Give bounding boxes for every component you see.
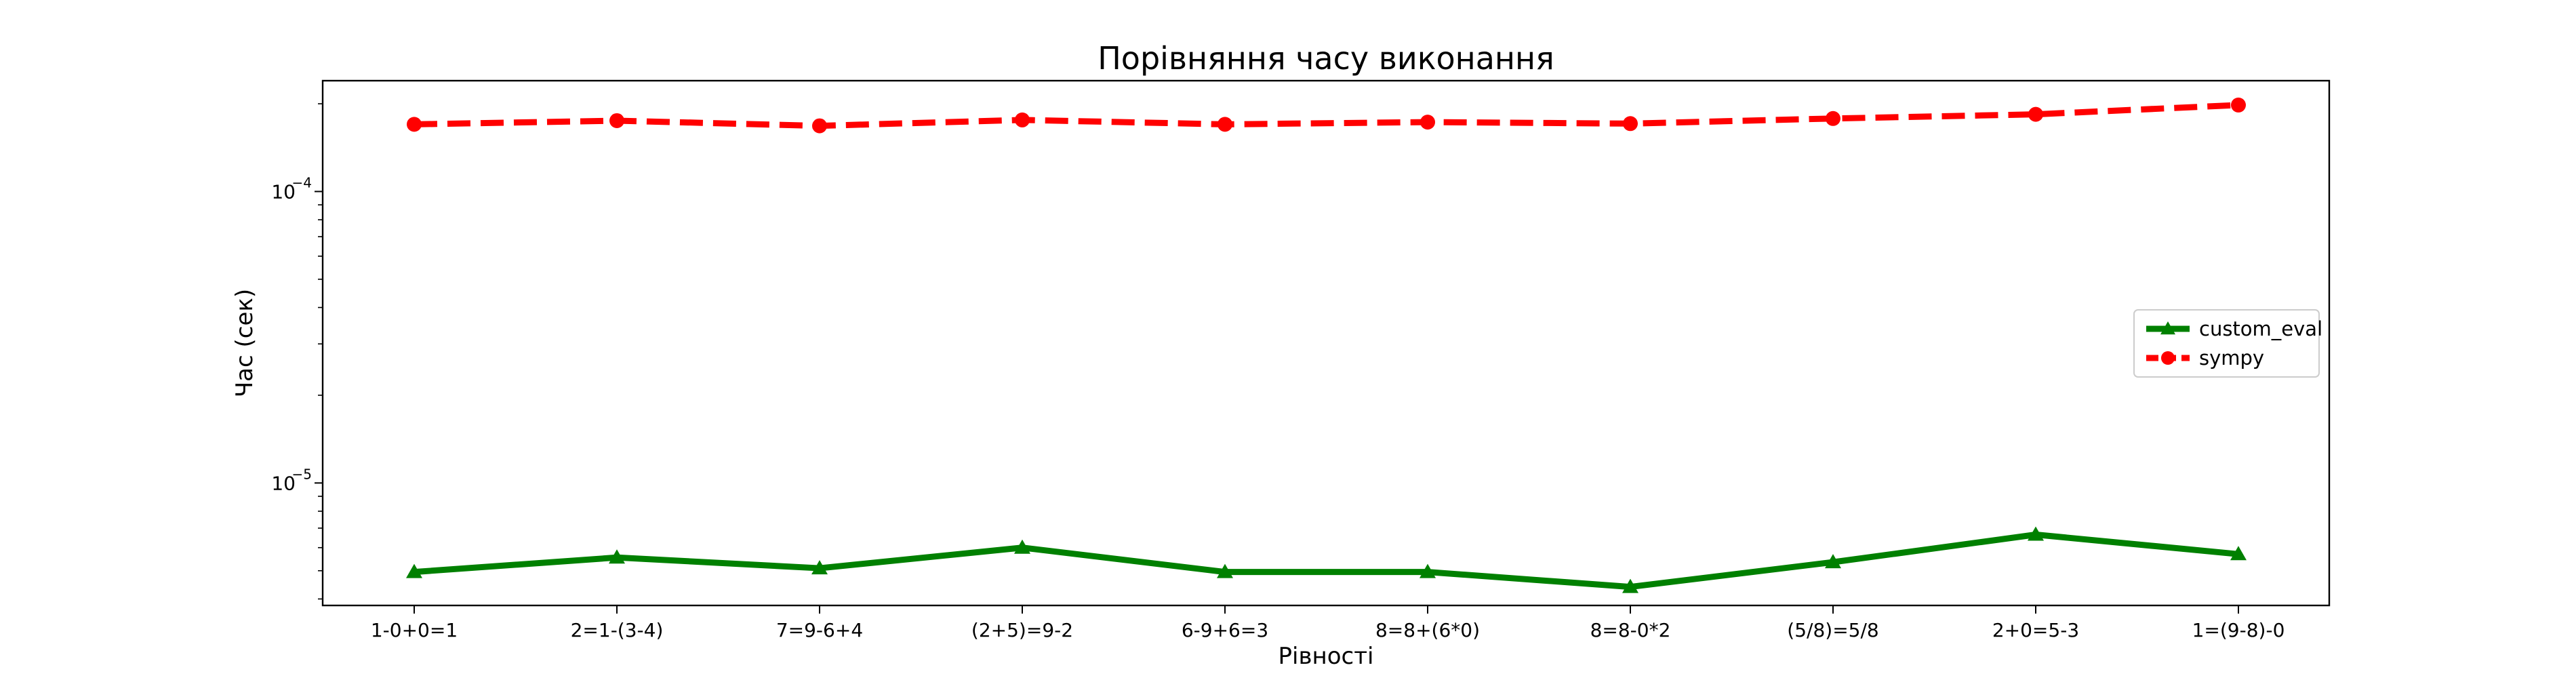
chart-title: Порівняння часу виконання xyxy=(1098,40,1554,77)
data-point-circle xyxy=(407,117,422,132)
y-axis: 10−410−5 xyxy=(271,103,323,600)
data-point-triangle xyxy=(1420,563,1436,578)
data-point-triangle xyxy=(1825,554,1841,569)
data-point-circle xyxy=(1217,117,1232,132)
y-tick-label-exponent: −4 xyxy=(292,174,312,191)
x-tick-label: 7=9-6+4 xyxy=(776,619,863,641)
legend-label: sympy xyxy=(2199,346,2264,370)
data-point-triangle xyxy=(609,549,625,564)
series-sympy xyxy=(407,97,2246,134)
x-tick-label: 2=1-(3-4) xyxy=(571,619,664,641)
y-tick-label: 10 xyxy=(271,472,296,494)
y-axis-label: Час (сек) xyxy=(231,289,258,397)
y-tick-label-exponent: −5 xyxy=(292,466,312,482)
x-tick-label: 1-0+0=1 xyxy=(371,619,458,641)
data-point-circle xyxy=(1420,115,1435,130)
data-point-triangle xyxy=(406,563,422,578)
x-axis: 1-0+0=1 2=1-(3-4) 7=9-6+4 (2+5)=9-2 6-9+6=3 8… xyxy=(371,605,2285,641)
data-point-circle xyxy=(2231,97,2246,113)
data-point-triangle xyxy=(2230,546,2247,561)
data-point-circle xyxy=(812,118,827,134)
data-point-triangle xyxy=(811,560,828,575)
x-tick-label: 8=8+(6*0) xyxy=(1375,619,1480,641)
data-point-circle xyxy=(1826,111,1840,126)
data-point-circle xyxy=(1015,112,1030,127)
data-point-circle xyxy=(2028,106,2043,122)
x-tick-label: 1=(9-8)-0 xyxy=(2192,619,2285,641)
legend-entry: sympy xyxy=(2146,346,2264,370)
data-point-triangle xyxy=(2160,321,2175,335)
y-tick-label: 10 xyxy=(271,180,296,203)
x-tick-label: (5/8)=5/8 xyxy=(1787,619,1878,641)
x-tick-label: (2+5)=9-2 xyxy=(971,619,1073,641)
data-point-circle xyxy=(2161,351,2175,365)
x-tick-label: 6-9+6=3 xyxy=(1182,619,1268,641)
x-tick-label: 8=8-0*2 xyxy=(1590,619,1671,641)
legend-label: custom_eval xyxy=(2199,317,2322,340)
data-point-triangle xyxy=(1217,563,1233,578)
x-tick-label: 2+0=5-3 xyxy=(1992,619,2079,641)
data-point-circle xyxy=(609,113,624,128)
data-point-triangle xyxy=(1014,539,1030,554)
series-line xyxy=(414,532,2239,591)
x-axis-label: Рівності xyxy=(1279,643,1374,670)
series-line xyxy=(414,102,2239,129)
series-custom_eval xyxy=(406,526,2247,593)
data-point-circle xyxy=(1623,116,1638,132)
series-layer xyxy=(406,97,2247,593)
plot-area xyxy=(321,79,2331,607)
legend-entry: custom_eval xyxy=(2146,317,2322,340)
data-point-triangle xyxy=(1622,578,1638,593)
data-point-triangle xyxy=(2028,526,2044,541)
